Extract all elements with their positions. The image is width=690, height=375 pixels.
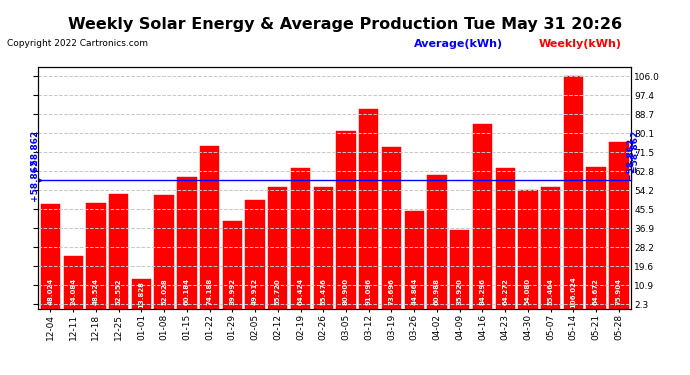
Text: Average(kWh): Average(kWh) [414,39,503,50]
Text: 48.524: 48.524 [93,278,99,305]
Bar [291,168,310,309]
Bar [495,168,515,309]
Text: 75.904: 75.904 [616,278,622,305]
Text: 24.084: 24.084 [70,278,76,305]
Bar [63,256,83,309]
Text: 55.464: 55.464 [548,278,553,305]
Text: 13.828: 13.828 [139,280,144,308]
Text: Weekly Solar Energy & Average Production Tue May 31 20:26: Weekly Solar Energy & Average Production… [68,17,622,32]
Bar [155,195,174,309]
Bar [404,211,424,309]
Text: 106.024: 106.024 [571,276,576,308]
Text: 48.024: 48.024 [48,278,53,305]
Bar [223,222,242,309]
Text: 35.920: 35.920 [457,278,463,305]
Bar [314,188,333,309]
Bar [268,187,288,309]
Bar [564,76,583,309]
Text: Copyright 2022 Cartronics.com: Copyright 2022 Cartronics.com [7,39,148,48]
Text: 91.096: 91.096 [366,278,372,305]
Text: +58.862: +58.862 [30,159,39,201]
Bar [177,177,197,309]
Bar [359,109,378,309]
Bar [336,132,355,309]
Text: 74.188: 74.188 [206,278,213,305]
Bar [109,194,128,309]
Text: 55.476: 55.476 [320,278,326,305]
Text: 64.272: 64.272 [502,278,508,305]
Text: +58.862: +58.862 [30,130,39,172]
Text: 60.184: 60.184 [184,278,190,305]
Text: Weekly(kWh): Weekly(kWh) [538,39,621,50]
Text: 60.988: 60.988 [434,278,440,305]
Bar [473,124,492,309]
Text: 52.028: 52.028 [161,278,167,305]
Text: 39.992: 39.992 [229,278,235,305]
Bar [450,230,469,309]
Bar [246,200,265,309]
Bar [518,190,538,309]
Bar [586,167,606,309]
Bar [541,188,560,309]
Bar [86,202,106,309]
Text: 49.912: 49.912 [252,278,258,305]
Bar [382,147,401,309]
Bar [427,175,446,309]
Text: 52.552: 52.552 [116,279,121,305]
Bar [41,204,60,309]
Text: =58.862: =58.862 [626,138,635,180]
Text: 54.080: 54.080 [525,278,531,305]
Text: 84.296: 84.296 [480,278,486,305]
Text: 64.424: 64.424 [297,278,304,305]
Text: 55.720: 55.720 [275,278,281,305]
Bar [609,142,629,309]
Text: =58.862: =58.862 [630,130,640,172]
Bar [132,279,151,309]
Text: 44.864: 44.864 [411,278,417,306]
Text: 80.900: 80.900 [343,278,349,305]
Text: 73.696: 73.696 [388,278,395,305]
Bar [200,146,219,309]
Text: 64.672: 64.672 [593,278,599,305]
